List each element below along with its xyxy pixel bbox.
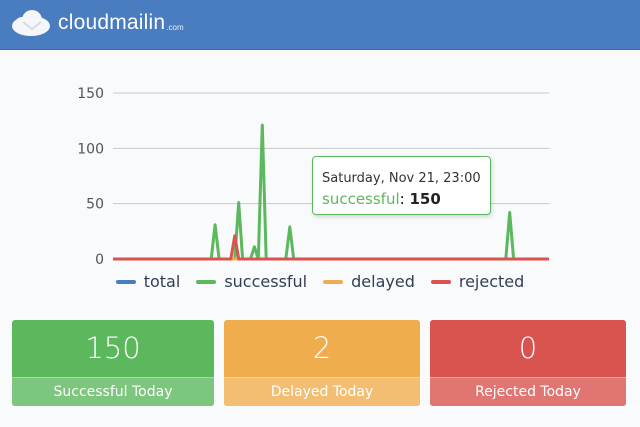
delayed-today-card[interactable]: 2 Delayed Today: [224, 320, 420, 406]
tooltip-separator: :: [399, 190, 410, 208]
delayed-count: 2: [312, 331, 332, 365]
legend-item-total[interactable]: total: [115, 272, 181, 291]
legend-swatch: [196, 279, 217, 284]
tooltip-series: successful: [322, 190, 400, 208]
successful-count: 150: [85, 331, 141, 365]
chart-legend: total successful delayed rejected: [0, 272, 640, 291]
legend-label: successful: [224, 272, 308, 291]
rejected-label: Rejected Today: [430, 377, 626, 406]
rejected-count: 0: [518, 331, 538, 365]
y-tick-label: 150: [77, 86, 104, 102]
legend-swatch: [115, 279, 136, 284]
legend-item-rejected[interactable]: rejected: [430, 272, 525, 291]
y-tick-label: 50: [86, 197, 104, 213]
app-header: cloudmailin .com: [0, 0, 640, 50]
y-tick-label: 100: [77, 141, 104, 157]
legend-swatch: [323, 279, 344, 284]
legend-item-successful[interactable]: successful: [196, 272, 307, 291]
tooltip-date: Saturday, Nov 21, 23:00: [322, 171, 481, 186]
logo-text: cloudmailin: [58, 11, 166, 34]
legend-label: delayed: [351, 272, 415, 291]
legend-label: total: [143, 272, 181, 291]
legend-label: rejected: [458, 272, 525, 291]
delayed-label: Delayed Today: [224, 377, 420, 406]
tooltip-value: 150: [409, 190, 441, 208]
logo-suffix: .com: [166, 22, 184, 32]
y-tick-label: 0: [95, 252, 104, 268]
chart-tooltip: Saturday, Nov 21, 23:00 successful: 150: [312, 156, 491, 215]
cloudmailin-logo[interactable]: cloudmailin .com: [10, 8, 184, 38]
series-line-rejected[interactable]: [113, 234, 549, 261]
legend-swatch: [430, 279, 451, 284]
legend-item-delayed[interactable]: delayed: [323, 272, 415, 291]
cloud-mail-icon: [12, 10, 50, 36]
successful-label: Successful Today: [12, 377, 214, 406]
successful-today-card[interactable]: 150 Successful Today: [12, 320, 214, 406]
rejected-today-card[interactable]: 0 Rejected Today: [430, 320, 626, 406]
